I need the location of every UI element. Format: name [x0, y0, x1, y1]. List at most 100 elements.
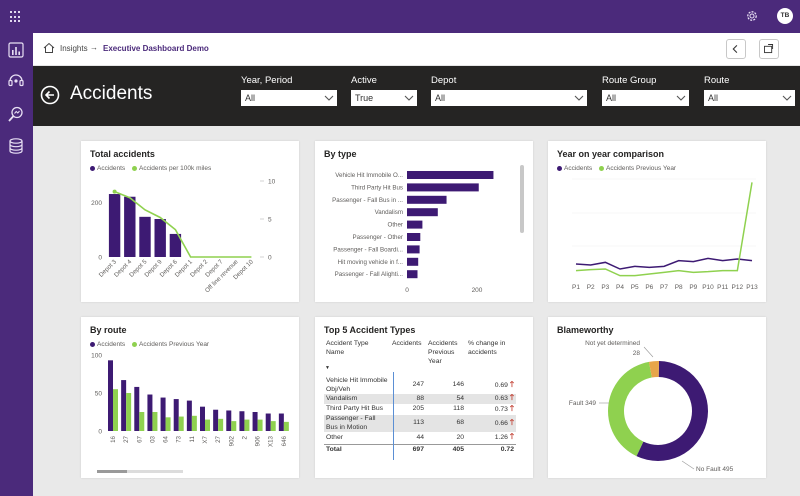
chevron-down-icon — [782, 95, 792, 101]
x-tick-label: P11 — [717, 284, 728, 291]
legend-label: Accidents — [97, 165, 126, 172]
gear-icon[interactable] — [745, 9, 759, 23]
y2-tick-label: 0 — [268, 255, 272, 262]
back-arrow-icon[interactable] — [40, 85, 60, 105]
bar — [407, 257, 419, 266]
filter-year-period: Year, Period All — [241, 75, 337, 106]
breadcrumb-root-link[interactable]: Insights — [60, 44, 88, 53]
y-tick-label: Passenger - Fall Alighti... — [335, 271, 404, 278]
chevron-down-icon — [574, 95, 584, 101]
breadcrumb: Insights → Executive Dashboard Demo — [33, 33, 800, 66]
bar — [407, 208, 438, 217]
panel-title: Year on year comparison — [557, 149, 665, 159]
filter-label: Route — [704, 75, 730, 86]
bar — [252, 412, 258, 431]
bar — [121, 380, 127, 431]
x-tick-label: P3 — [601, 284, 609, 291]
database-icon[interactable] — [7, 137, 25, 155]
table-row: Passenger - Fall Bus in Motion 113 68 0.66 … — [324, 415, 516, 432]
bar — [139, 216, 151, 257]
depot-select[interactable]: All — [431, 90, 587, 106]
up-arrow-icon: 🡑 — [509, 417, 514, 427]
side-nav — [0, 33, 33, 496]
bar — [186, 400, 192, 431]
bar — [173, 399, 179, 431]
bar — [226, 410, 232, 431]
total-accidents-panel[interactable]: Total accidents Accidents Accidents per … — [81, 141, 299, 302]
bar — [160, 397, 166, 431]
route-select[interactable]: All — [704, 90, 795, 106]
chevron-left-icon — [732, 45, 738, 53]
search-analytics-icon[interactable] — [7, 105, 25, 123]
back-nav-button[interactable] — [726, 39, 746, 59]
panel-title: Total accidents — [90, 149, 155, 159]
route-group-select[interactable]: All — [602, 90, 689, 106]
popout-button[interactable] — [759, 39, 779, 59]
legend-label: Accidents — [564, 165, 593, 172]
active-select[interactable]: True — [351, 90, 417, 106]
bar — [165, 417, 171, 431]
year-on-year-panel[interactable]: Year on year comparison Accidents Accide… — [548, 141, 766, 302]
blameworthy-chart: No Fault 495 Fault 349 Not yet determined 2… — [569, 340, 734, 473]
x-tick-label: P6 — [645, 284, 653, 291]
panel-title: Top 5 Accident Types — [324, 325, 416, 335]
legend-label: Accidents per 100k miles — [139, 165, 212, 172]
avatar[interactable]: TB — [777, 8, 793, 24]
x-tick-label: P10 — [702, 284, 714, 291]
y-tick-label: 50 — [95, 391, 103, 398]
filter-depot: Depot All — [431, 75, 587, 106]
home-icon[interactable] — [43, 42, 55, 54]
data-label: 28 — [633, 350, 641, 357]
blameworthy-panel[interactable]: Blameworthy No Fault 495 Fault 349 Not yet… — [548, 317, 766, 478]
report-icon[interactable] — [7, 41, 25, 59]
table-row: Vandalism 88 54 0.63 🡑 — [324, 393, 516, 404]
bar — [231, 421, 237, 431]
column-header[interactable]: Accident Type Name — [326, 340, 369, 356]
x-tick-label: 64 — [163, 435, 170, 442]
x-tick-label: 0 — [405, 287, 409, 294]
year-on-year-chart: P1 P2 P3 P4 P5 P6 P7 P8 P9 P10 P11 P12 P13 — [572, 178, 758, 291]
headset-icon[interactable] — [7, 71, 25, 89]
legend-label: Accidents Previous Year — [606, 165, 677, 172]
x-tick-label: 67 — [136, 435, 143, 442]
series-line — [575, 182, 753, 277]
pie-slice — [648, 361, 659, 378]
bar — [407, 183, 479, 192]
panel-title: By route — [90, 325, 127, 335]
sort-down-icon[interactable]: ▼ — [325, 365, 330, 371]
x-tick-label: P9 — [689, 284, 697, 291]
column-header[interactable]: Accidents Previous Year — [428, 340, 458, 365]
bar — [200, 406, 205, 431]
x-tick-label: X13 — [268, 435, 275, 447]
horizontal-scrollbar[interactable] — [97, 470, 183, 473]
column-header[interactable]: % change in accidents — [468, 340, 506, 356]
by-route-panel[interactable]: By route Accidents Accidents Previous Ye… — [81, 317, 299, 478]
y-tick-label: Hit moving vehicle in f... — [338, 259, 404, 266]
year-period-select[interactable]: All — [241, 90, 337, 106]
bar — [191, 415, 197, 431]
y-tick-label: 200 — [91, 200, 102, 207]
page-title: Accidents — [70, 83, 153, 104]
vertical-scrollbar[interactable] — [520, 165, 524, 233]
y-tick-label: 0 — [98, 255, 102, 262]
bar — [205, 419, 210, 431]
bar — [113, 389, 118, 431]
bar — [218, 418, 224, 431]
breadcrumb-separator: → — [90, 43, 98, 52]
up-arrow-icon: 🡑 — [509, 393, 514, 403]
x-tick-label: P12 — [732, 284, 744, 291]
y2-tick-label: 10 — [268, 179, 276, 186]
legend-label: Accidents — [97, 341, 126, 348]
column-header[interactable]: Accidents — [392, 340, 422, 347]
chart-legend: Accidents Accidents Previous Year — [90, 341, 214, 348]
by-type-panel[interactable]: By type Vehicle Hit Immobile O... Third P… — [315, 141, 533, 302]
up-arrow-icon: 🡑 — [509, 379, 514, 389]
waffle-icon[interactable] — [10, 11, 22, 23]
panel-title: Blameworthy — [557, 325, 614, 335]
chart-legend: Accidents Accidents Previous Year — [557, 165, 681, 172]
y-tick-label: 0 — [98, 429, 102, 436]
bar — [278, 413, 284, 431]
top5-panel[interactable]: Top 5 Accident Types Accident Type Name … — [315, 317, 533, 478]
x-tick-label: 03 — [149, 435, 156, 442]
column-divider — [393, 372, 394, 460]
